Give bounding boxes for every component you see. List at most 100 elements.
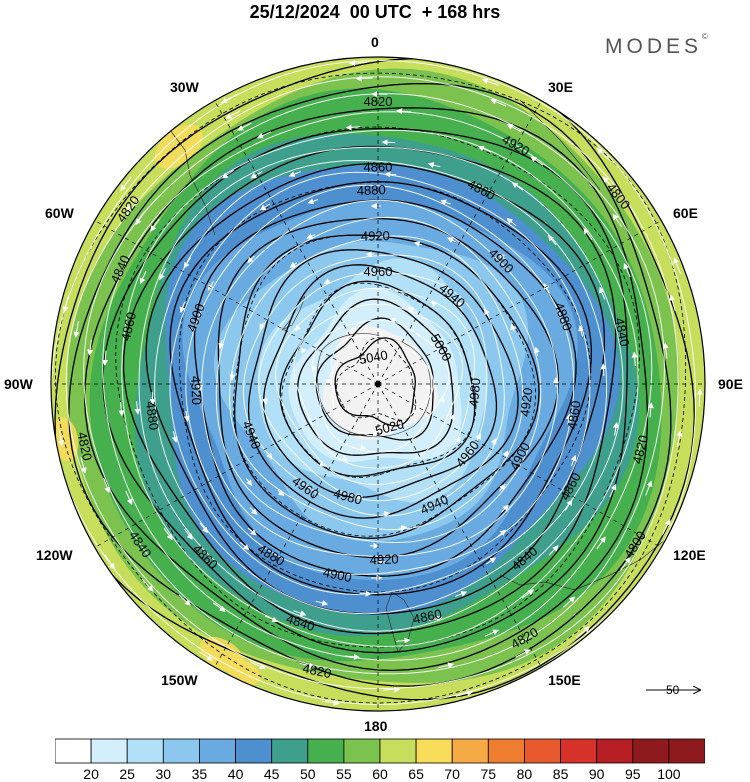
colorbar-cell <box>596 738 634 764</box>
wind-arrow <box>596 536 606 550</box>
lon-label-0: 0 <box>371 34 379 50</box>
wind-arrow <box>149 391 156 405</box>
lon-label-60w: 60W <box>45 205 74 221</box>
wind-arrow <box>159 267 167 281</box>
wind-arrow <box>515 649 531 658</box>
lon-label-180: 180 <box>364 718 388 734</box>
meridian-line <box>377 383 542 668</box>
colorbar-cell <box>198 738 236 764</box>
wind-arrow <box>383 686 401 693</box>
wind-arrow <box>259 203 271 211</box>
wind-arrow <box>673 257 682 275</box>
contour-label: 4820 <box>301 661 332 682</box>
wind-arrow <box>583 227 593 240</box>
colorbar-cell <box>162 738 200 764</box>
wind-arrow <box>264 615 279 623</box>
contour-label: 4840 <box>612 316 633 347</box>
colorbar-tick-label: 50 <box>300 766 316 782</box>
contour-label: 5020 <box>374 416 406 438</box>
wind-arrow <box>533 346 540 357</box>
wind-arrow <box>454 436 461 444</box>
wind-arrow <box>490 98 507 107</box>
brand-name: MODES <box>605 35 703 58</box>
contour-label: 4860 <box>118 311 139 343</box>
wind-arrow <box>612 422 619 436</box>
wind-arrow <box>661 519 671 536</box>
contour-label: 4860 <box>412 606 443 627</box>
colorbar-cell <box>55 738 92 764</box>
colorbar-cell <box>90 738 128 764</box>
wind-arrow <box>510 323 517 332</box>
colorbar-tick-label: 90 <box>588 766 605 782</box>
wind-arrow <box>455 591 468 597</box>
lon-label-90e: 90E <box>718 376 743 392</box>
meridian-line <box>94 383 379 548</box>
colorbar-cell <box>307 738 345 764</box>
wind-arrow <box>179 301 186 314</box>
meridian-line <box>377 383 662 548</box>
wind-arrow <box>221 169 234 179</box>
south-pole-marker <box>375 381 381 387</box>
wind-arrow <box>295 324 302 332</box>
wind-arrow <box>103 477 111 494</box>
reference-vector-arrow <box>646 682 706 698</box>
contour-label: 4920 <box>369 551 398 567</box>
wind-arrow <box>438 395 445 403</box>
wind-arrow <box>277 489 285 497</box>
wind-arrow <box>197 650 214 661</box>
copyright-mark: © <box>702 32 708 41</box>
colorbar-cell <box>271 738 309 764</box>
wind-arrow <box>548 545 559 556</box>
lon-label-30e: 30E <box>548 79 573 95</box>
wind-arrow <box>395 637 411 644</box>
wind-arrow <box>407 307 415 313</box>
wind-arrow <box>562 596 576 608</box>
wind-arrow <box>398 525 408 532</box>
lon-label-150e: 150E <box>548 672 581 688</box>
colorbar-tick-label: 80 <box>516 766 533 782</box>
wind-arrow <box>239 542 250 551</box>
wind-arrow <box>249 507 258 515</box>
contour-label: 4820 <box>74 431 95 462</box>
contour-label: 4920 <box>517 387 535 418</box>
wind-arrow <box>183 410 190 422</box>
lat-lon-grid <box>51 57 705 711</box>
colorbar-cell <box>487 738 525 764</box>
wind-arrow <box>246 478 253 487</box>
colorbar <box>55 738 705 764</box>
contour-label: 4900 <box>322 565 353 586</box>
wind-arrow <box>631 351 638 367</box>
wind-arrow <box>139 270 147 285</box>
wind-arrow <box>355 75 373 82</box>
lon-label-60e: 60E <box>673 205 698 221</box>
colorbar-tick-label: 60 <box>372 766 388 782</box>
colorbar-cell <box>523 738 561 764</box>
geopotential-contour <box>102 128 628 654</box>
wind-arrow <box>389 317 397 324</box>
wind-arrow <box>134 401 141 415</box>
wind-arrow <box>381 139 396 146</box>
map-boundary <box>50 56 706 712</box>
colorbar-cell <box>632 738 670 764</box>
wind-arrow <box>288 171 301 177</box>
wind-arrow <box>171 431 178 443</box>
wind-arrow <box>612 213 623 228</box>
contour-label: 4860 <box>364 160 393 175</box>
meridian-line <box>214 383 379 668</box>
contour-label: 4980 <box>332 486 364 508</box>
wind-arrow <box>225 110 241 119</box>
colorbar-tick-label: 40 <box>227 766 244 782</box>
wind-arrow <box>578 325 585 337</box>
wind-arrow <box>564 499 573 511</box>
wind-arrow <box>250 171 263 179</box>
wind-arrow <box>293 610 307 617</box>
colorbar-tick-label: 25 <box>119 766 135 782</box>
wind-arrow <box>620 556 631 571</box>
wind-arrow <box>125 490 133 506</box>
colorbar-cell <box>126 738 164 764</box>
contour-label: 4980 <box>466 377 483 407</box>
wind-arrow <box>490 438 497 446</box>
colorbar-tick-label: 100 <box>657 766 681 782</box>
colorbar-tick-label: 65 <box>408 766 424 782</box>
